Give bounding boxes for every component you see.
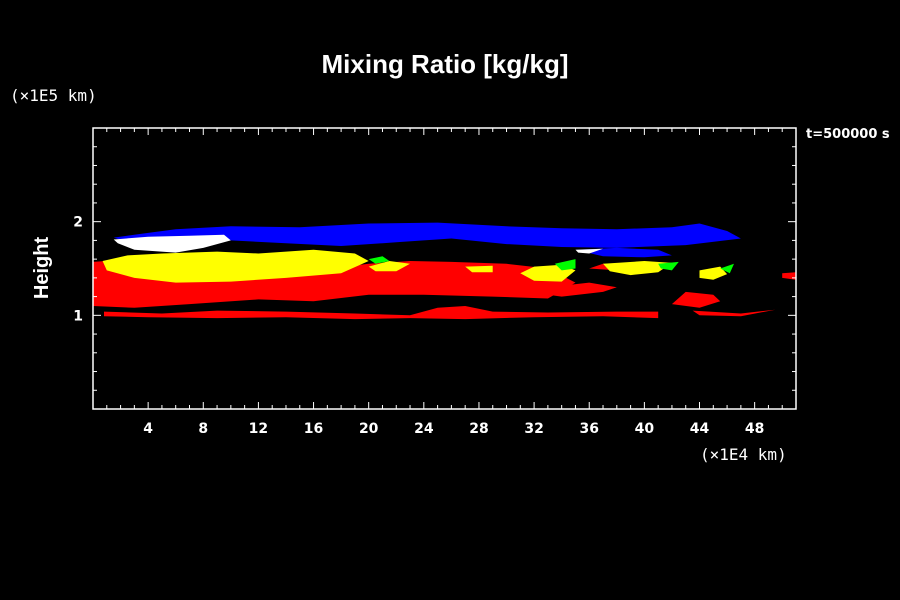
x-tick-label: 4 [143,421,153,437]
x-tick-label: 24 [414,421,434,437]
region-white-19 [113,234,231,253]
region-red-6 [782,272,796,280]
x-tick-label: 32 [524,421,543,437]
region-yellow-7 [102,249,369,283]
region-yellow-11 [603,261,672,276]
region-yellow-12 [699,266,728,280]
region-green-15 [658,261,679,271]
x-tick-label: 20 [359,421,379,437]
y-unit-label: (×1E5 km) [10,86,97,105]
region-green-16 [720,263,734,274]
region-green-14 [554,259,576,271]
region-red-2 [547,282,617,297]
y-axis-label: Height [31,237,53,300]
x-tick-label: 44 [690,421,710,437]
shaded-regions [93,222,796,320]
x-tick-label: 28 [469,421,488,437]
x-unit-label: (×1E4 km) [700,445,787,464]
region-red-4 [671,291,721,308]
chart-title: Mixing Ratio [kg/kg] [322,49,569,79]
region-green-13 [368,256,390,264]
region-yellow-8 [368,261,410,272]
y-tick-label: 2 [73,215,83,231]
region-blue-18 [575,247,672,258]
x-tick-label: 36 [579,421,598,437]
plot-frame [92,127,797,410]
region-red-1 [104,306,659,320]
x-tick-label: 12 [249,421,268,437]
x-tick-label: 40 [635,421,655,437]
region-white-20 [575,248,603,254]
x-tick-label: 8 [198,421,208,437]
x-tick-label: 16 [304,421,323,437]
y-tick-label: 1 [73,308,83,324]
x-tick-label: 48 [745,421,764,437]
time-label: t=500000 s [806,127,890,142]
region-red-5 [692,309,776,317]
region-blue-17 [113,222,741,248]
region-yellow-9 [465,265,493,273]
